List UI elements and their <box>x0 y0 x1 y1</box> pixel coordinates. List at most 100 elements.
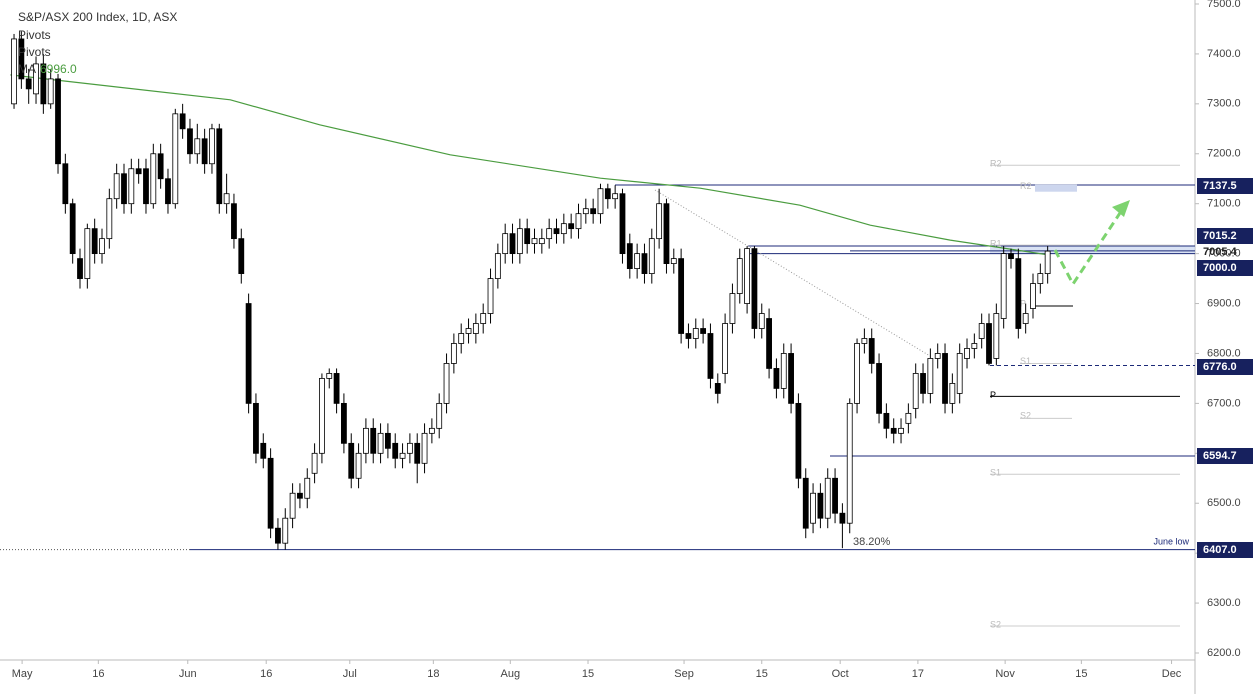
candle-body <box>384 432 391 449</box>
candle-body <box>341 402 347 444</box>
candle-body <box>612 193 619 200</box>
candle-body <box>179 113 186 130</box>
candle-body <box>55 78 61 165</box>
candle-body <box>780 353 787 389</box>
candle-body <box>326 373 333 379</box>
candle-body <box>956 353 963 394</box>
candle-body <box>355 452 362 479</box>
candle-body <box>348 442 355 479</box>
candle-body <box>113 173 120 200</box>
candle-body <box>824 477 831 519</box>
candle-body <box>758 313 765 329</box>
candle-body <box>106 198 113 240</box>
candle-body <box>11 38 17 105</box>
candle-body <box>524 228 531 245</box>
x-tick-label: 18 <box>427 668 439 680</box>
candle-body <box>516 228 523 255</box>
candle-body <box>663 203 670 265</box>
level-label: 7005.4 <box>1203 246 1238 258</box>
candle-body <box>165 178 171 205</box>
candle-body <box>509 233 516 255</box>
candle-body <box>597 188 604 215</box>
candle-body <box>692 328 699 339</box>
plot-area: R2 R1 P S1 S2 R2 P S1 S2 38.20% June low <box>0 31 1195 629</box>
candle-body <box>1030 283 1036 309</box>
candle-body <box>707 333 714 379</box>
candle-body <box>33 63 39 95</box>
candle-body <box>1044 250 1051 274</box>
level-label-box <box>1197 448 1253 464</box>
x-tick-label: Dec <box>1162 668 1182 680</box>
candle-body <box>986 323 992 364</box>
x-tick-label: Oct <box>832 668 849 680</box>
x-tick-label: 17 <box>912 668 924 680</box>
candle-body <box>736 258 743 294</box>
y-tick-label: 6900.0 <box>1207 297 1241 309</box>
candle-body <box>949 383 956 404</box>
candle-body <box>194 138 201 155</box>
candle-body <box>802 477 809 529</box>
candle-body <box>443 363 450 404</box>
candle-body <box>1000 253 1007 319</box>
candle-body <box>678 258 685 334</box>
candle-body <box>868 338 875 364</box>
candle-body <box>414 442 421 464</box>
candle-body <box>810 492 816 524</box>
candle-body <box>685 333 692 339</box>
candle-body <box>1008 253 1014 260</box>
y-tick-label: 7000.0 <box>1207 248 1241 260</box>
candle-body <box>773 368 780 389</box>
candle-body <box>201 138 208 165</box>
candle-body <box>319 378 325 454</box>
x-tick-label: 15 <box>756 668 768 680</box>
y-tick-label: 6800.0 <box>1207 347 1241 359</box>
candle-body <box>238 238 245 274</box>
candle-body <box>648 238 655 274</box>
candle-body <box>634 253 641 269</box>
candle-body <box>450 343 457 364</box>
candle-body <box>304 477 311 499</box>
level-label: 7015.2 <box>1203 230 1237 242</box>
chart-title: S&P/ASX 200 Index, 1D, ASX <box>18 10 177 24</box>
candle-body <box>568 223 575 230</box>
candle-body <box>128 168 135 205</box>
y-tick-label: 6700.0 <box>1207 397 1241 409</box>
level-label: 6407.0 <box>1203 544 1237 556</box>
candle-body <box>275 527 281 544</box>
candle-body <box>502 233 509 255</box>
candle-body <box>333 373 340 404</box>
candle-body <box>832 477 838 514</box>
candle-body <box>582 208 589 215</box>
level-label: 6776.0 <box>1203 361 1237 373</box>
level-label: 7000.0 <box>1203 262 1237 274</box>
candle-body <box>861 338 868 344</box>
level-label: 7137.5 <box>1203 180 1237 192</box>
pivot-label: R1 <box>990 239 1002 249</box>
candle-body <box>604 188 611 200</box>
candle-body <box>817 492 824 519</box>
pivot-label: R2 <box>990 159 1002 169</box>
resistance-zone <box>990 246 1195 254</box>
x-tick-label: Jul <box>343 668 357 680</box>
trendline <box>654 189 931 357</box>
pivot-label: P <box>1020 298 1026 308</box>
candle-body <box>69 203 76 255</box>
y-tick-label: 7300.0 <box>1207 98 1241 110</box>
pivot-label: S1 <box>1020 356 1031 366</box>
candle-body <box>971 343 978 349</box>
candle-body <box>846 402 853 524</box>
candle-body <box>253 402 259 454</box>
candle-body <box>553 228 560 235</box>
indicator-label: Pivots <box>18 45 51 59</box>
candle-body <box>223 193 230 205</box>
candle-body <box>77 258 83 279</box>
candle-body <box>91 228 98 255</box>
candle-body <box>854 343 860 404</box>
pivot-label: S1 <box>990 468 1001 478</box>
candle-body <box>267 457 274 529</box>
candle-body <box>1037 273 1044 284</box>
candle-body <box>590 208 597 215</box>
candle-body <box>839 512 846 524</box>
